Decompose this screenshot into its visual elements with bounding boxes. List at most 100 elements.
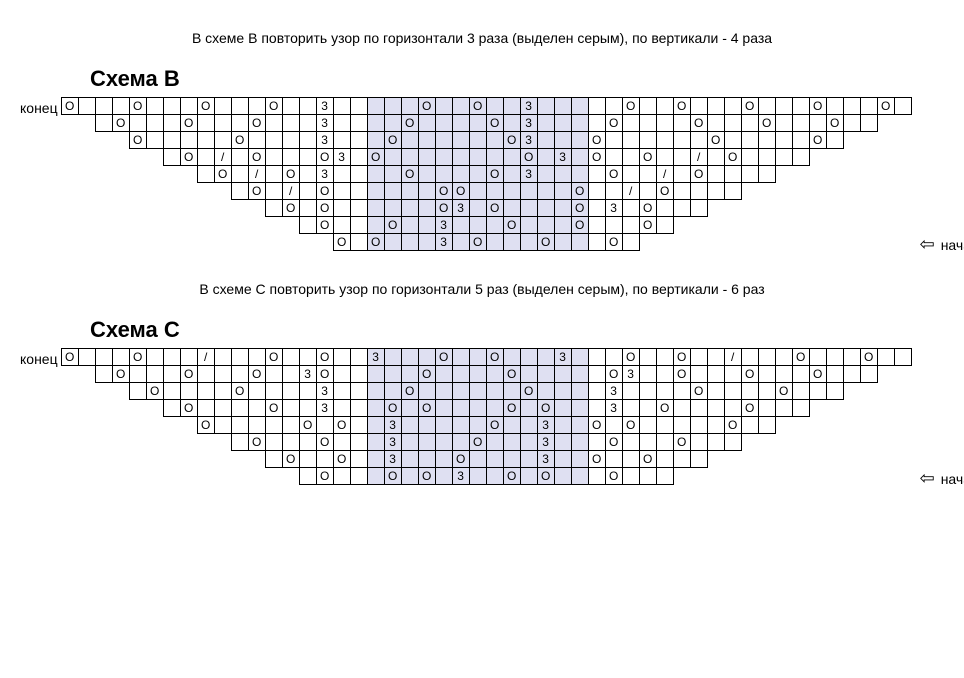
scheme-c-chart: конец OO/OO3OO3OO/OOOOO3OOOO3OOOOO3OO3OO… bbox=[20, 349, 944, 485]
chart-cell: O bbox=[180, 148, 198, 166]
chart-cell bbox=[350, 148, 368, 166]
chart-cell bbox=[605, 348, 623, 366]
chart-cell bbox=[826, 382, 844, 400]
chart-cell bbox=[163, 114, 181, 132]
chart-cell: O bbox=[639, 450, 657, 468]
chart-cell bbox=[571, 365, 589, 383]
chart-cell bbox=[180, 131, 198, 149]
chart-cell: O bbox=[486, 348, 504, 366]
chart-cell bbox=[622, 467, 640, 485]
chart-cell bbox=[95, 114, 113, 132]
chart-cell: O bbox=[248, 182, 266, 200]
chart-cell bbox=[639, 382, 657, 400]
chart-cell bbox=[673, 182, 691, 200]
chart-cell bbox=[639, 131, 657, 149]
chart-cell: O bbox=[571, 182, 589, 200]
chart-cell bbox=[435, 114, 453, 132]
chart-cell bbox=[367, 216, 385, 234]
chart-row: OO3OO3OOO bbox=[62, 132, 912, 149]
chart-cell bbox=[724, 365, 742, 383]
chart-cell bbox=[775, 114, 793, 132]
chart-cell bbox=[248, 382, 266, 400]
chart-cell bbox=[163, 399, 181, 417]
chart-cell bbox=[588, 433, 606, 451]
chart-cell bbox=[435, 382, 453, 400]
chart-cell bbox=[656, 148, 674, 166]
chart-row: O/O3OO3O/O bbox=[62, 166, 912, 183]
chart-cell: 3 bbox=[537, 416, 555, 434]
chart-cell: O bbox=[282, 165, 300, 183]
chart-cell: / bbox=[622, 182, 640, 200]
chart-cell bbox=[418, 148, 436, 166]
chart-cell bbox=[707, 148, 725, 166]
chart-cell bbox=[503, 97, 521, 115]
chart-cell bbox=[503, 148, 521, 166]
chart-cell: O bbox=[605, 433, 623, 451]
chart-cell bbox=[775, 399, 793, 417]
chart-cell bbox=[452, 433, 470, 451]
chart-cell: O bbox=[299, 416, 317, 434]
chart-cell bbox=[554, 382, 572, 400]
chart-row: OO3O3OO bbox=[62, 451, 912, 468]
chart-cell bbox=[554, 365, 572, 383]
chart-cell: O bbox=[418, 399, 436, 417]
chart-cell: O bbox=[588, 416, 606, 434]
chart-cell bbox=[469, 148, 487, 166]
scheme-c-grid: OO/OO3OO3OO/OOOOO3OOOO3OOOOO3OO3OOOO3OOO… bbox=[62, 349, 912, 485]
chart-cell: 3 bbox=[384, 416, 402, 434]
chart-cell bbox=[469, 365, 487, 383]
chart-cell bbox=[299, 148, 317, 166]
chart-cell bbox=[537, 165, 555, 183]
chart-cell bbox=[299, 216, 317, 234]
chart-cell bbox=[792, 382, 810, 400]
chart-cell bbox=[588, 216, 606, 234]
chart-cell: / bbox=[282, 182, 300, 200]
chart-cell: O bbox=[61, 348, 79, 366]
chart-cell bbox=[639, 467, 657, 485]
chart-cell bbox=[486, 365, 504, 383]
chart-cell bbox=[265, 148, 283, 166]
chart-cell: 3 bbox=[520, 131, 538, 149]
chart-cell bbox=[180, 382, 198, 400]
chart-cell: O bbox=[622, 348, 640, 366]
chart-cell: O bbox=[248, 148, 266, 166]
chart-cell bbox=[435, 433, 453, 451]
chart-cell: O bbox=[724, 416, 742, 434]
chart-cell bbox=[197, 382, 215, 400]
chart-cell bbox=[758, 165, 776, 183]
chart-cell bbox=[588, 233, 606, 251]
chart-cell bbox=[367, 199, 385, 217]
chart-cell: 3 bbox=[554, 148, 572, 166]
chart-cell bbox=[367, 165, 385, 183]
chart-cell bbox=[571, 131, 589, 149]
chart-cell bbox=[673, 165, 691, 183]
chart-cell bbox=[486, 433, 504, 451]
chart-cell bbox=[758, 148, 776, 166]
chart-cell bbox=[418, 114, 436, 132]
chart-cell bbox=[673, 382, 691, 400]
chart-cell bbox=[197, 148, 215, 166]
chart-cell bbox=[503, 233, 521, 251]
chart-cell bbox=[265, 182, 283, 200]
chart-cell: O bbox=[384, 467, 402, 485]
chart-cell: O bbox=[605, 467, 623, 485]
chart-cell bbox=[299, 467, 317, 485]
chart-cell bbox=[452, 165, 470, 183]
chart-cell bbox=[707, 114, 725, 132]
chart-cell bbox=[350, 182, 368, 200]
chart-cell bbox=[435, 165, 453, 183]
chart-cell bbox=[333, 199, 351, 217]
chart-cell bbox=[418, 433, 436, 451]
chart-cell bbox=[554, 399, 572, 417]
chart-cell bbox=[775, 148, 793, 166]
chart-cell bbox=[588, 114, 606, 132]
chart-cell bbox=[520, 216, 538, 234]
chart-cell bbox=[452, 365, 470, 383]
chart-cell bbox=[588, 182, 606, 200]
chart-cell bbox=[384, 365, 402, 383]
chart-cell: 3 bbox=[605, 199, 623, 217]
chart-cell: 3 bbox=[333, 148, 351, 166]
chart-cell: O bbox=[690, 382, 708, 400]
chart-cell bbox=[894, 97, 912, 115]
chart-cell bbox=[622, 450, 640, 468]
